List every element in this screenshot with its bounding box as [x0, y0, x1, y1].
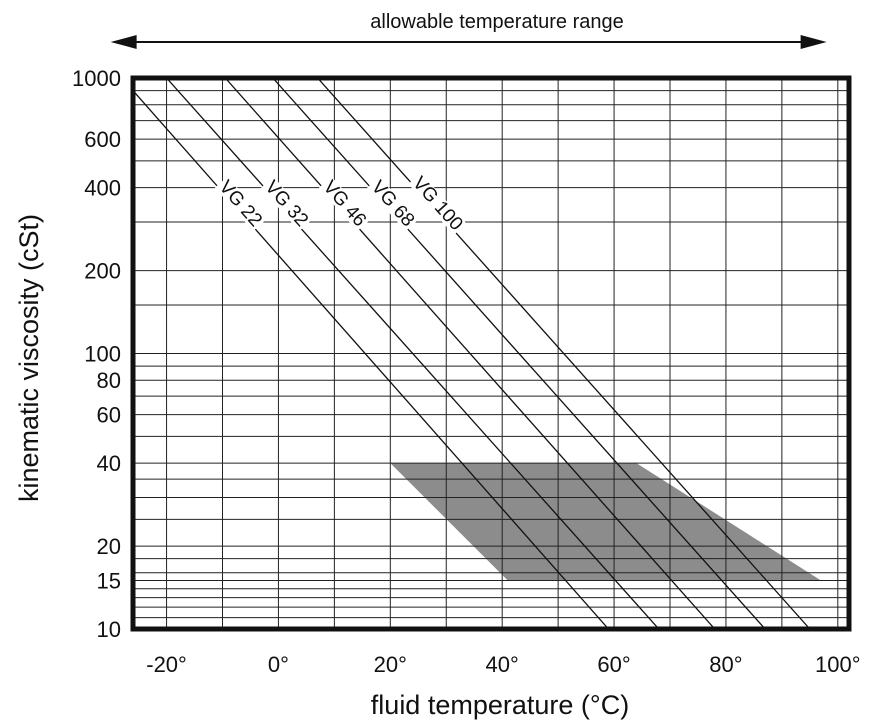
- x-tick-label: 40°: [486, 652, 519, 677]
- x-tick-label: 0°: [268, 652, 289, 677]
- series-vg-68-label-bg: [367, 176, 419, 232]
- series-vg-46-label-bg: [318, 176, 371, 232]
- x-tick-label: 60°: [597, 652, 630, 677]
- arrow-right-head: [800, 35, 827, 49]
- allowable-range-label: allowable temperature range: [370, 11, 624, 33]
- x-tick-label: 100°: [815, 652, 861, 677]
- y-tick-label: 20: [97, 534, 121, 559]
- series-vg-22-label-bg: [214, 176, 266, 232]
- series-vg-100-label-bg: [408, 172, 467, 235]
- x-tick-label: 80°: [709, 652, 742, 677]
- y-axis-label: kinematic viscosity (cSt): [14, 214, 44, 502]
- y-tick-label: 80: [97, 368, 121, 393]
- y-tick-label: 60: [97, 403, 121, 428]
- arrow-left-head: [110, 35, 137, 49]
- series-vg-100: [317, 78, 811, 629]
- y-tick-label: 1000: [72, 66, 121, 91]
- series-vg-46: [224, 78, 716, 629]
- allowable-region: [390, 463, 821, 581]
- series-vg-68: [272, 78, 766, 629]
- x-tick-label: 20°: [374, 652, 407, 677]
- y-tick-label: 15: [97, 568, 121, 593]
- series-vg-22: [133, 89, 609, 629]
- x-axis-label: fluid temperature (°C): [371, 690, 629, 720]
- series-vg-100-label: VG 100: [408, 173, 467, 235]
- series-vg-46-label: VG 46: [319, 177, 370, 231]
- series-vg-32: [166, 78, 660, 629]
- series-vg-32-label: VG 32: [261, 177, 313, 231]
- y-tick-label: 400: [84, 176, 121, 201]
- x-tick-label: -20°: [146, 652, 187, 677]
- y-tick-label: 10: [97, 617, 121, 642]
- y-tick-label: 600: [84, 127, 121, 152]
- y-tick-label: 200: [84, 259, 121, 284]
- y-tick-label: 100: [84, 342, 121, 367]
- plot-frame: [130, 75, 852, 632]
- series-vg-32-label-bg: [260, 176, 312, 232]
- y-tick-label: 40: [97, 451, 121, 476]
